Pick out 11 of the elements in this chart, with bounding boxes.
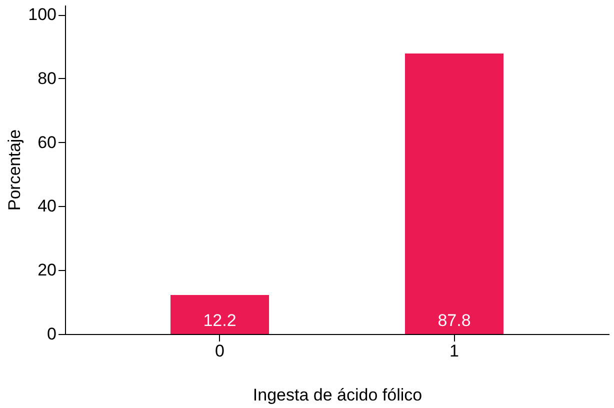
y-axis-title: Porcentaje xyxy=(5,129,24,211)
data-label: 87.8 xyxy=(438,311,471,330)
y-tick-label: 60 xyxy=(38,132,56,152)
x-axis-title: Ingesta de ácido fólico xyxy=(252,386,422,404)
data-label: 12.2 xyxy=(203,311,236,330)
y-tick-label: 80 xyxy=(38,68,56,88)
y-tick-label: 40 xyxy=(38,196,56,216)
y-tick-label: 20 xyxy=(38,260,56,280)
y-tick-label: 100 xyxy=(28,5,56,24)
y-tick-label: 0 xyxy=(47,324,56,344)
x-tick-label: 1 xyxy=(450,342,459,360)
